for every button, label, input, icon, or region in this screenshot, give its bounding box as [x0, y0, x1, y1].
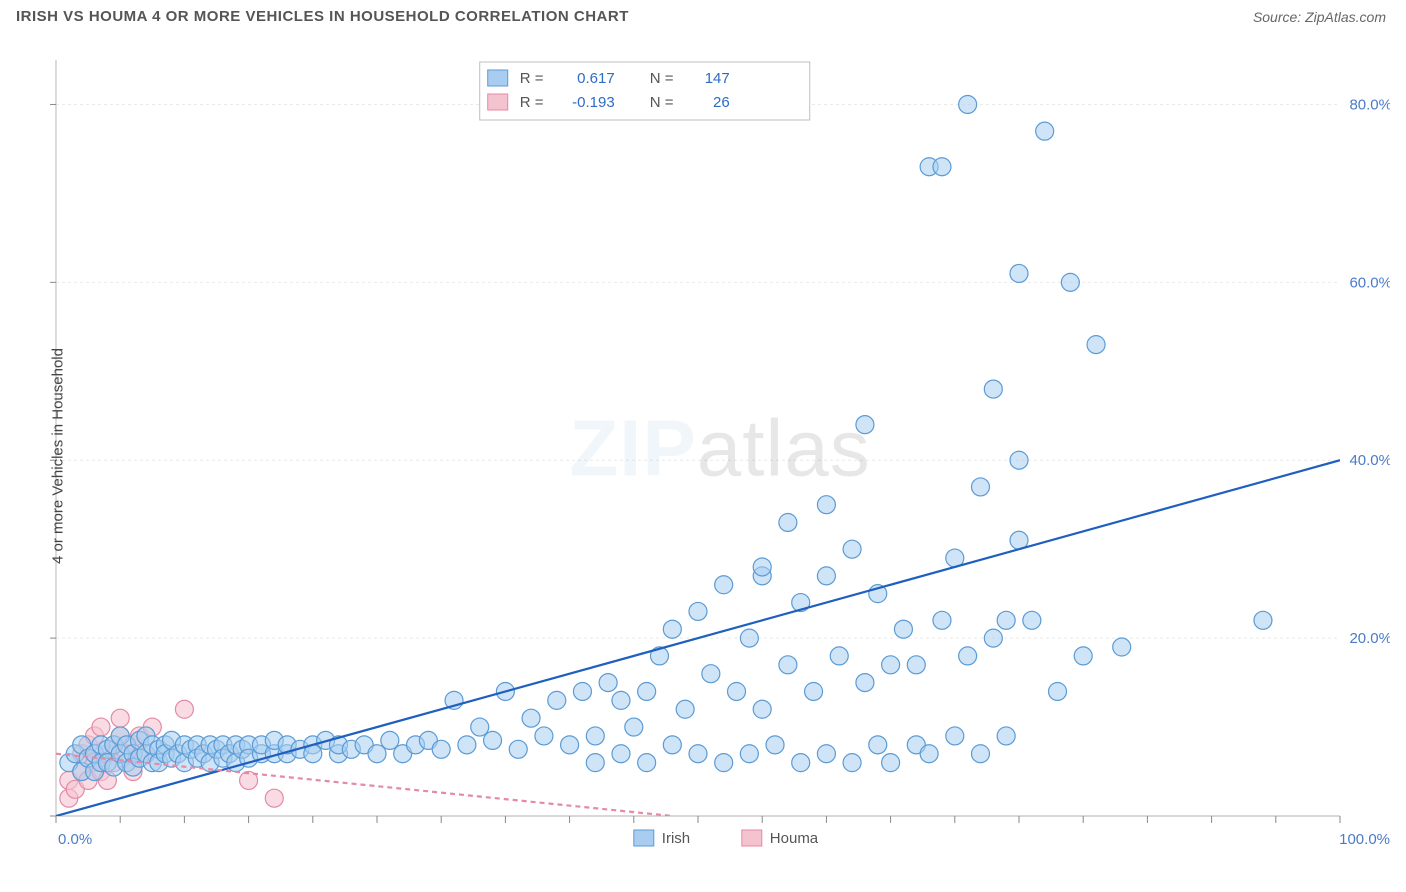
svg-text:N =: N = [650, 94, 674, 111]
svg-text:147: 147 [705, 70, 730, 87]
svg-text:60.0%: 60.0% [1349, 274, 1390, 291]
scatter-chart: 20.0% 40.0% 60.0% 80.0% 0.0% 100.0% R = 0.617 N … [50, 46, 1390, 866]
svg-text:Houma: Houma [770, 830, 819, 847]
svg-text:N =: N = [650, 70, 674, 87]
chart-title: IRISH VS HOUMA 4 OR MORE VEHICLES IN HOU… [16, 8, 629, 25]
svg-text:0.0%: 0.0% [58, 831, 92, 848]
svg-text:-0.193: -0.193 [572, 94, 615, 111]
svg-text:100.0%: 100.0% [1339, 831, 1390, 848]
svg-text:40.0%: 40.0% [1349, 452, 1390, 469]
svg-text:0.617: 0.617 [577, 70, 615, 87]
source-label: Source: ZipAtlas.com [1253, 9, 1386, 25]
y-axis-label: 4 or more Vehicles in Household [50, 348, 67, 564]
svg-text:R =: R = [520, 94, 544, 111]
svg-text:R =: R = [520, 70, 544, 87]
svg-text:80.0%: 80.0% [1349, 96, 1390, 113]
svg-text:Irish: Irish [662, 830, 690, 847]
svg-text:26: 26 [713, 94, 730, 111]
svg-text:20.0%: 20.0% [1349, 630, 1390, 647]
chart-container: 4 or more Vehicles in Household ZIPatlas… [50, 46, 1390, 866]
